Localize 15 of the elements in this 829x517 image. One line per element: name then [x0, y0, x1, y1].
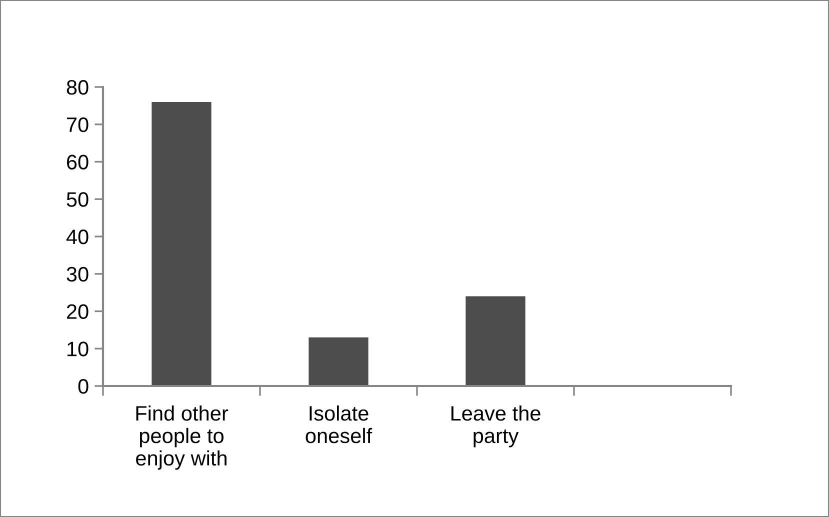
- y-tick-label: 20: [66, 304, 88, 320]
- y-tick-label: 10: [68, 342, 88, 356]
- bar: [152, 102, 212, 386]
- y-tick-label: 70: [67, 117, 88, 132]
- y-tick-label: 40: [66, 230, 88, 244]
- y-tick-label: 30: [66, 266, 88, 282]
- x-tick-label: Leave the party: [451, 405, 540, 448]
- y-tick-label: 50: [66, 192, 88, 207]
- bar: [308, 337, 368, 386]
- x-tick-label: Find other people to enjoy with: [136, 405, 228, 470]
- bar: [466, 296, 526, 386]
- y-tick-label: 0: [78, 379, 88, 394]
- x-tick-label: Isolate oneself: [306, 405, 372, 444]
- y-tick-label: 60: [67, 154, 88, 170]
- y-tick-label: 80: [66, 80, 88, 95]
